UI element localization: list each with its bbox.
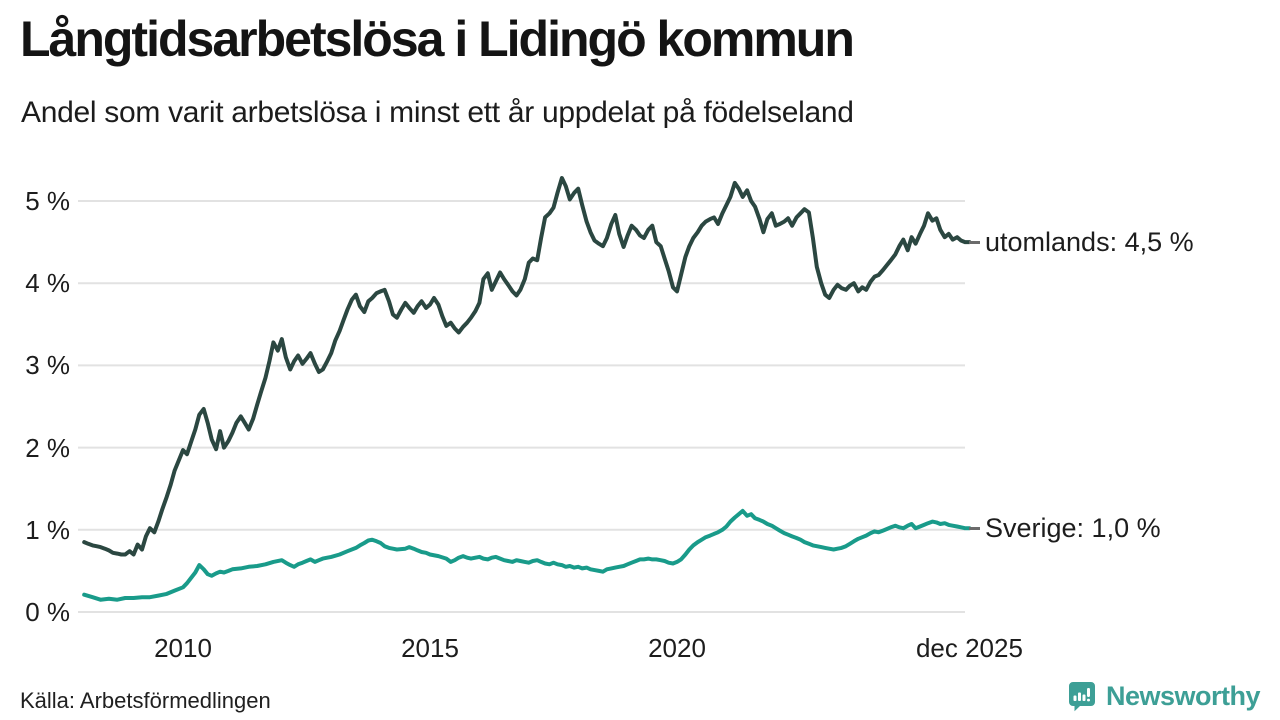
y-tick-label: 5 % xyxy=(25,186,70,216)
series-label-utomlands: utomlands: 4,5 % xyxy=(969,225,1194,259)
x-tick-label: 2015 xyxy=(401,633,459,663)
y-tick-label: 0 % xyxy=(25,597,70,627)
gridlines-group xyxy=(78,200,965,613)
source-credit: Källa: Arbetsförmedlingen xyxy=(20,688,271,713)
newsworthy-brand-text: Newsworthy xyxy=(1105,680,1261,711)
x-tick-label: 2010 xyxy=(154,633,212,663)
series-label-sverige: Sverige: 1,0 % xyxy=(969,511,1161,545)
x-tick-label: 2020 xyxy=(648,633,706,663)
series-label-text: Sverige: 1,0 % xyxy=(985,513,1161,544)
label-connector-dash xyxy=(969,240,980,244)
series-lines-group xyxy=(82,176,972,602)
label-connector-dash xyxy=(969,526,980,530)
speech-bubble-shape xyxy=(1068,682,1095,712)
page-title: Långtidsarbetslösa i Lidingö kommun xyxy=(20,11,855,67)
series-line-sverige xyxy=(82,508,972,602)
series-label-text: utomlands: 4,5 % xyxy=(985,227,1194,258)
x-tick-label: dec 2025 xyxy=(915,633,1023,663)
newsworthy-brand: Newsworthy xyxy=(1066,680,1261,712)
y-tick-label: 4 % xyxy=(25,268,70,299)
y-tick-label: 2 % xyxy=(25,432,70,463)
y-tick-label: 3 % xyxy=(25,350,70,381)
newsworthy-logo-icon xyxy=(1068,682,1095,712)
bar-chart-glyph xyxy=(1073,688,1090,702)
series-line-utomlands xyxy=(82,176,972,557)
chart-subtitle: Andel som varit arbetslösa i minst ett å… xyxy=(21,96,854,129)
y-tick-label: 1 % xyxy=(25,514,70,545)
